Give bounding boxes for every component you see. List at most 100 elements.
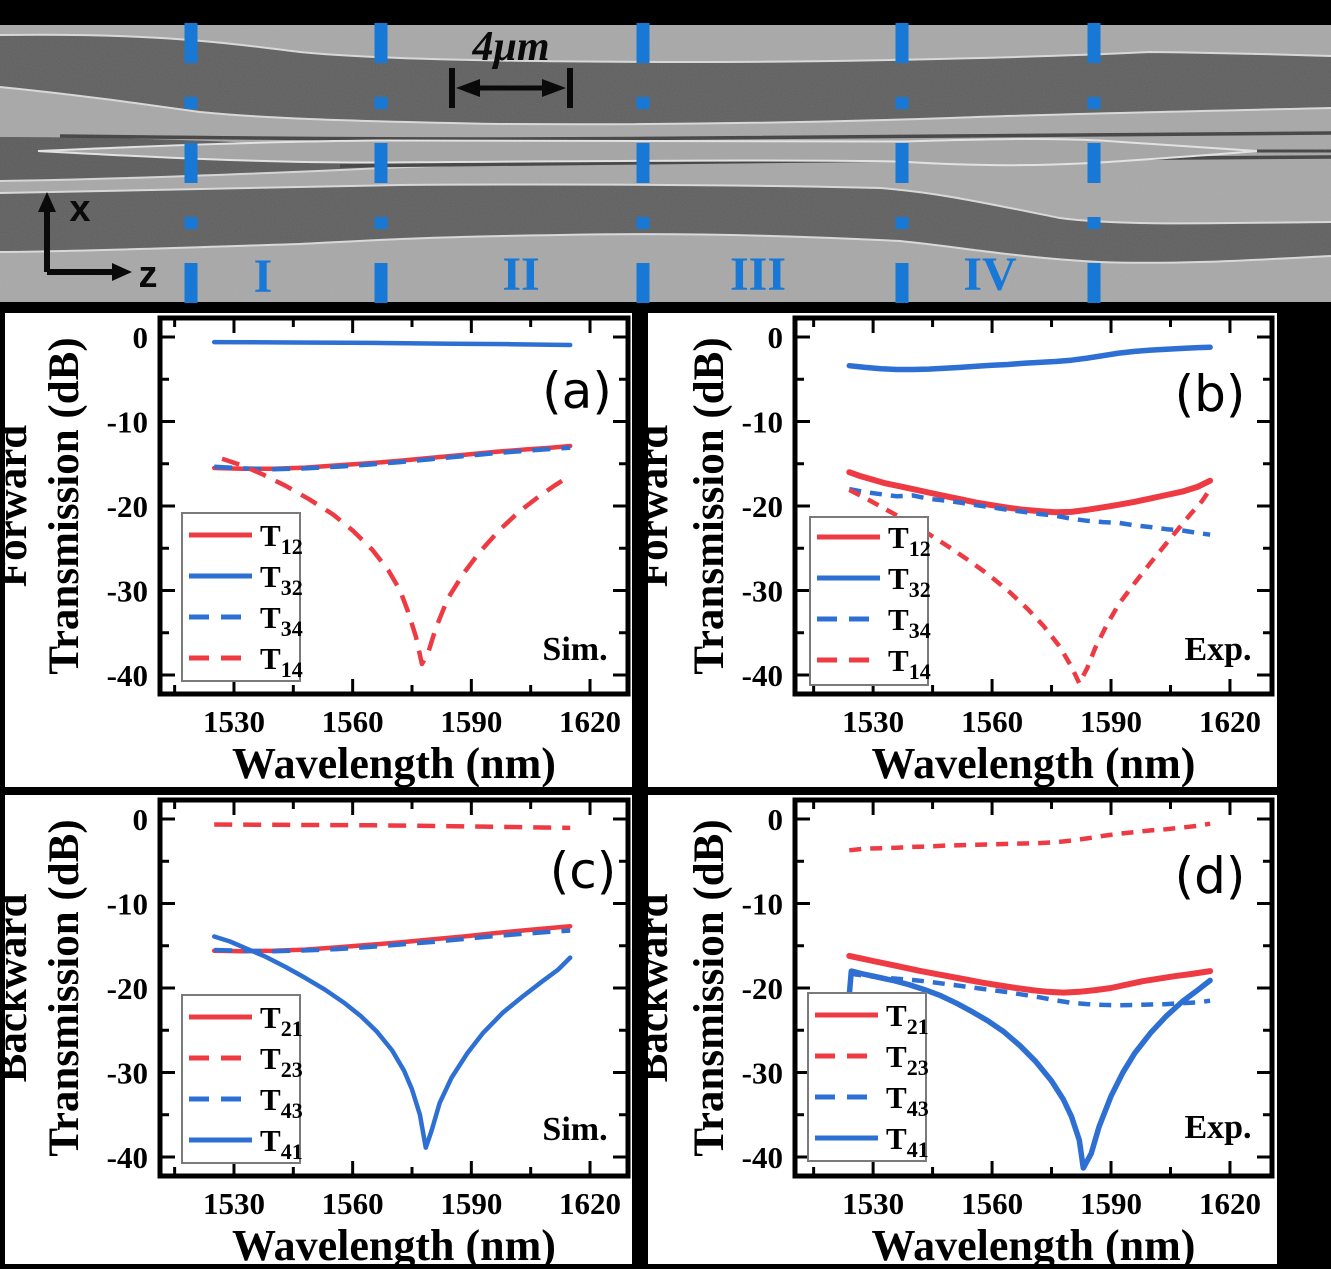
series-T32 — [211, 339, 573, 348]
y-tick-label: -40 — [742, 1140, 783, 1175]
panel-letter-label: (c) — [550, 842, 617, 900]
y-tick-label: -40 — [742, 658, 783, 693]
region-label-1: I — [254, 250, 273, 303]
scale-label: 4μm — [471, 24, 549, 70]
legend-label: T23 — [260, 1041, 303, 1082]
y-tick-label: -40 — [107, 658, 148, 693]
series-T23 — [849, 821, 1211, 853]
series-T32 — [846, 344, 1213, 373]
plot-area — [211, 822, 573, 1150]
legend-label: T21 — [886, 998, 929, 1039]
legend-label: T14 — [888, 643, 931, 684]
region-label-3: III — [730, 248, 786, 301]
x-tick-label: 1590 — [440, 1186, 502, 1221]
panel-background — [648, 313, 1277, 787]
legend-label: T23 — [886, 1039, 929, 1080]
series-T41 — [211, 934, 573, 1150]
region-label-2: II — [502, 248, 539, 301]
y-axis-title-direction: Forward — [5, 425, 36, 587]
x-tick-label: 1530 — [842, 704, 904, 739]
x-tick-label: 1560 — [961, 704, 1023, 739]
legend-box — [181, 512, 301, 682]
x-tick-label: 1620 — [559, 704, 621, 739]
legend-label: T32 — [888, 561, 931, 602]
sem-noise-overlay — [0, 25, 1331, 302]
y-tick-label: -30 — [107, 573, 148, 608]
legend-box — [809, 516, 929, 686]
x-axis-label: x — [69, 188, 90, 230]
x-tick-label: 1590 — [1080, 704, 1142, 739]
x-tick-label: 1530 — [203, 704, 265, 739]
y-tick-label: -30 — [742, 573, 783, 608]
chart-panel-d: 1530 1560 1590 1620 0 -10 -20 -30 -40 Wavelength … — [648, 795, 1277, 1264]
legend-label: T14 — [260, 641, 303, 682]
y-tick-label: -40 — [107, 1140, 148, 1175]
mode-label: Exp. — [1184, 631, 1251, 668]
panel-letter-label: (d) — [1175, 847, 1246, 905]
legend-label: T41 — [260, 1123, 303, 1164]
x-axis-title: Wavelength (nm) — [232, 1221, 556, 1264]
z-axis-arrowhead — [112, 263, 132, 281]
y-tick-label: -20 — [107, 489, 148, 524]
x-tick-label: 1530 — [842, 1186, 904, 1221]
y-tick-label: 0 — [133, 802, 149, 837]
axis-ticks — [795, 800, 1272, 1176]
x-tick-label: 1560 — [322, 1186, 384, 1221]
x-tick-label: 1620 — [1199, 1186, 1261, 1221]
x-tick-label: 1590 — [440, 704, 502, 739]
y-axis-title-quantity: Transmission (dB) — [686, 337, 733, 674]
chart-panel-a: 1530 1560 1590 1620 0 -10 -20 -30 -40 Wavelength … — [5, 313, 632, 787]
y-tick-label: -20 — [107, 971, 148, 1006]
sem-micrograph: I II III IV 4μm x z — [0, 23, 1331, 305]
y-tick-label: -10 — [107, 405, 148, 440]
y-tick-label: 0 — [768, 802, 784, 837]
y-tick-label: 0 — [768, 320, 784, 355]
series-T34 — [214, 445, 571, 472]
z-axis-label: z — [139, 254, 158, 296]
plot-area — [846, 821, 1214, 1171]
legend-label: T41 — [886, 1121, 929, 1162]
y-tick-label: -20 — [742, 489, 783, 524]
chart-panel-c: 1530 1560 1590 1620 0 -10 -20 -30 -40 Wavelength … — [5, 795, 632, 1264]
x-axis-title: Wavelength (nm) — [232, 739, 556, 787]
y-tick-label: -10 — [742, 887, 783, 922]
y-axis-title-quantity: Transmission (dB) — [686, 819, 733, 1156]
legend-label: T21 — [260, 1000, 303, 1041]
scale-bar — [449, 68, 573, 108]
legend-label: T32 — [260, 559, 303, 600]
axis-ticks — [160, 800, 628, 1176]
x-tick-label: 1560 — [961, 1186, 1023, 1221]
panel-letter-label: (a) — [542, 362, 612, 420]
series-T41 — [846, 968, 1213, 1171]
legend-label: T43 — [886, 1080, 929, 1121]
legend-label: T34 — [888, 602, 931, 643]
y-axis-title-direction: Forward — [648, 425, 677, 587]
panel-background — [5, 795, 632, 1264]
series-T43 — [214, 928, 571, 954]
mode-label: Exp. — [1184, 1109, 1251, 1146]
y-tick-label: -30 — [107, 1055, 148, 1090]
legend-label: T34 — [260, 600, 303, 641]
panel-background — [5, 313, 632, 787]
legend-box — [807, 992, 927, 1162]
series-T23 — [214, 822, 571, 831]
chart-panel-b: 1530 1560 1590 1620 0 -10 -20 -30 -40 Wavelength … — [648, 313, 1277, 787]
y-axis-title-quantity: Transmission (dB) — [41, 819, 88, 1156]
legend-label: T12 — [260, 518, 303, 559]
y-tick-label: -30 — [742, 1055, 783, 1090]
y-axis-title-direction: Backward — [648, 894, 677, 1083]
y-tick-label: 0 — [133, 320, 149, 355]
x-axis-arrowhead — [38, 192, 56, 212]
coordinate-axes — [38, 192, 132, 281]
y-axis-title-direction: Backward — [5, 894, 36, 1083]
legend-label: T43 — [260, 1082, 303, 1123]
x-axis-title: Wavelength (nm) — [872, 1221, 1196, 1264]
region-label-4: IV — [963, 248, 1017, 301]
y-tick-label: -20 — [742, 971, 783, 1006]
scale-arrowhead-left — [456, 79, 480, 97]
legend-label: T12 — [888, 520, 931, 561]
x-tick-label: 1620 — [1199, 704, 1261, 739]
